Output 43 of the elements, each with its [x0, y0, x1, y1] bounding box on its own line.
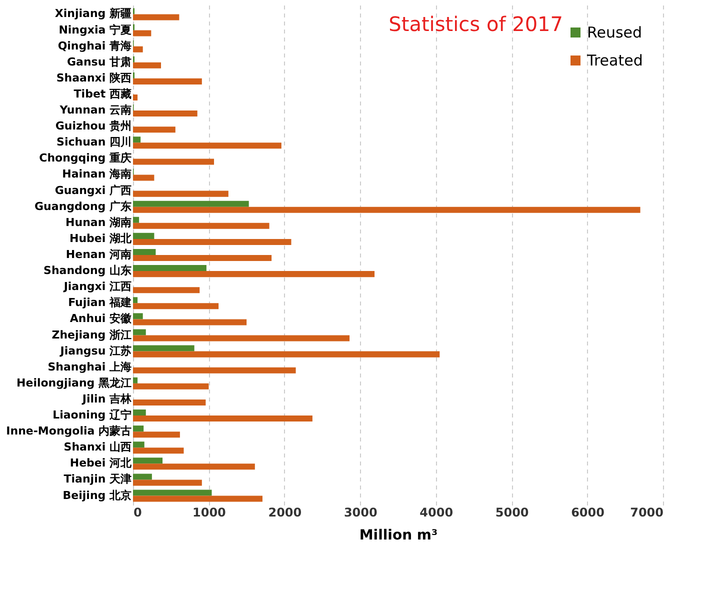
x-tick-label: 1000	[192, 506, 226, 520]
y-tick-label: Xinjiang 新疆	[54, 7, 132, 20]
y-tick-label: Jilin 吉林	[81, 392, 132, 406]
y-tick-label: Liaoning 辽宁	[52, 408, 132, 422]
y-tick-label: Beijing 北京	[62, 488, 132, 502]
legend-label: Reused	[587, 24, 642, 42]
y-tick-label: Qinghai 青海	[58, 39, 132, 52]
x-tick-label: 5000	[495, 506, 529, 520]
y-tick-label: Hebei 河北	[70, 456, 132, 470]
y-tick-label: Yunnan 云南	[58, 104, 132, 117]
x-axis-title: Million m³	[359, 528, 438, 544]
y-tick-label: Hunan 湖南	[66, 216, 132, 229]
y-tick-label: Shanxi 山西	[64, 440, 132, 454]
y-tick-label: Shanghai 上海	[48, 360, 132, 374]
y-tick-label: Jiangsu 江苏	[59, 344, 132, 358]
y-tick-label: Jiangxi 江西	[62, 280, 132, 294]
y-tick-label: Guangxi 广西	[54, 184, 132, 197]
x-tick-label: 0	[134, 506, 142, 520]
x-tick-label: 6000	[571, 506, 604, 520]
y-tick-label: Gansu 甘肃	[67, 55, 132, 68]
y-tick-label: Heilongjiang 黑龙江	[16, 376, 132, 390]
x-tick-label: 4000	[420, 506, 454, 520]
x-tick-label: 2000	[268, 506, 302, 520]
y-tick-label: Shaanxi 陕西	[56, 71, 132, 84]
y-tick-label: Guangdong 广东	[34, 200, 132, 213]
legend-label: Treated	[586, 52, 643, 70]
y-tick-label: Zhejiang 浙江	[52, 328, 132, 342]
x-tick-label: 3000	[344, 506, 378, 520]
y-tick-label: Inne-Mongolia 内蒙古	[6, 424, 132, 438]
y-tick-label: Tianjin 天津	[64, 472, 132, 486]
y-tick-label: Chongqing 重庆	[39, 152, 132, 165]
y-tick-label: Sichuan 四川	[56, 136, 132, 149]
y-tick-label: Shandong 山东	[44, 264, 132, 278]
y-tick-label: Anhui 安徽	[70, 312, 132, 326]
y-tick-label: Tibet 西藏	[74, 87, 132, 100]
y-tick-label: Henan 河南	[66, 248, 132, 261]
y-tick-label: Guizhou 贵州	[55, 120, 132, 133]
y-tick-label: Ningxia 宁夏	[58, 23, 132, 36]
y-tick-label: Hainan 海南	[62, 168, 132, 181]
chart-title: Statistics of 2017	[388, 12, 563, 36]
y-tick-label: Hubei 湖北	[70, 232, 132, 245]
y-tick-label: Fujian 福建	[68, 296, 132, 310]
x-tick-label: 7000	[630, 506, 664, 520]
